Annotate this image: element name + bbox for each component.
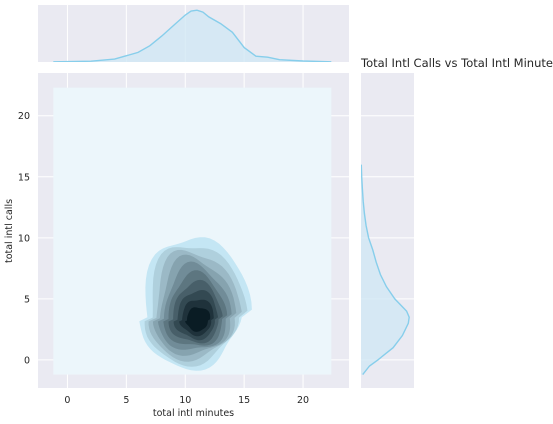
x-marginal-density-line	[53, 9, 332, 62]
y-tick-label: 0	[24, 355, 30, 366]
x-tick-label: 0	[64, 395, 70, 406]
y-tick-labels: 0 5 10 15 20	[18, 111, 30, 366]
y-marginal-density-line	[361, 164, 410, 376]
x-tick-label: 15	[238, 395, 250, 406]
y-axis-label: total intl calls	[4, 199, 15, 263]
chart-title: Total Intl Calls vs Total Intl Minutes	[360, 56, 553, 70]
x-tick-labels: 0 5 10 15 20	[64, 395, 309, 406]
y-tick-label: 10	[18, 233, 30, 244]
top-marginal-axes	[38, 5, 349, 62]
x-marginal-density-fill	[53, 10, 332, 62]
x-tick-label: 20	[297, 395, 309, 406]
x-axis-label: total intl minutes	[153, 408, 234, 419]
y-marginal-density-fill	[361, 164, 410, 375]
main-axes: 0 5 10 15 20 0 5 10 15 20 total intl minutes tot…	[4, 73, 349, 419]
y-tick-label: 15	[18, 172, 30, 183]
kde-contours	[139, 237, 252, 371]
y-tick-label: 5	[24, 294, 30, 305]
x-tick-label: 10	[179, 395, 191, 406]
kde-contour-level	[185, 307, 211, 332]
right-marginal-axes	[361, 73, 414, 388]
x-tick-label: 5	[123, 395, 129, 406]
y-tick-label: 20	[18, 111, 30, 122]
